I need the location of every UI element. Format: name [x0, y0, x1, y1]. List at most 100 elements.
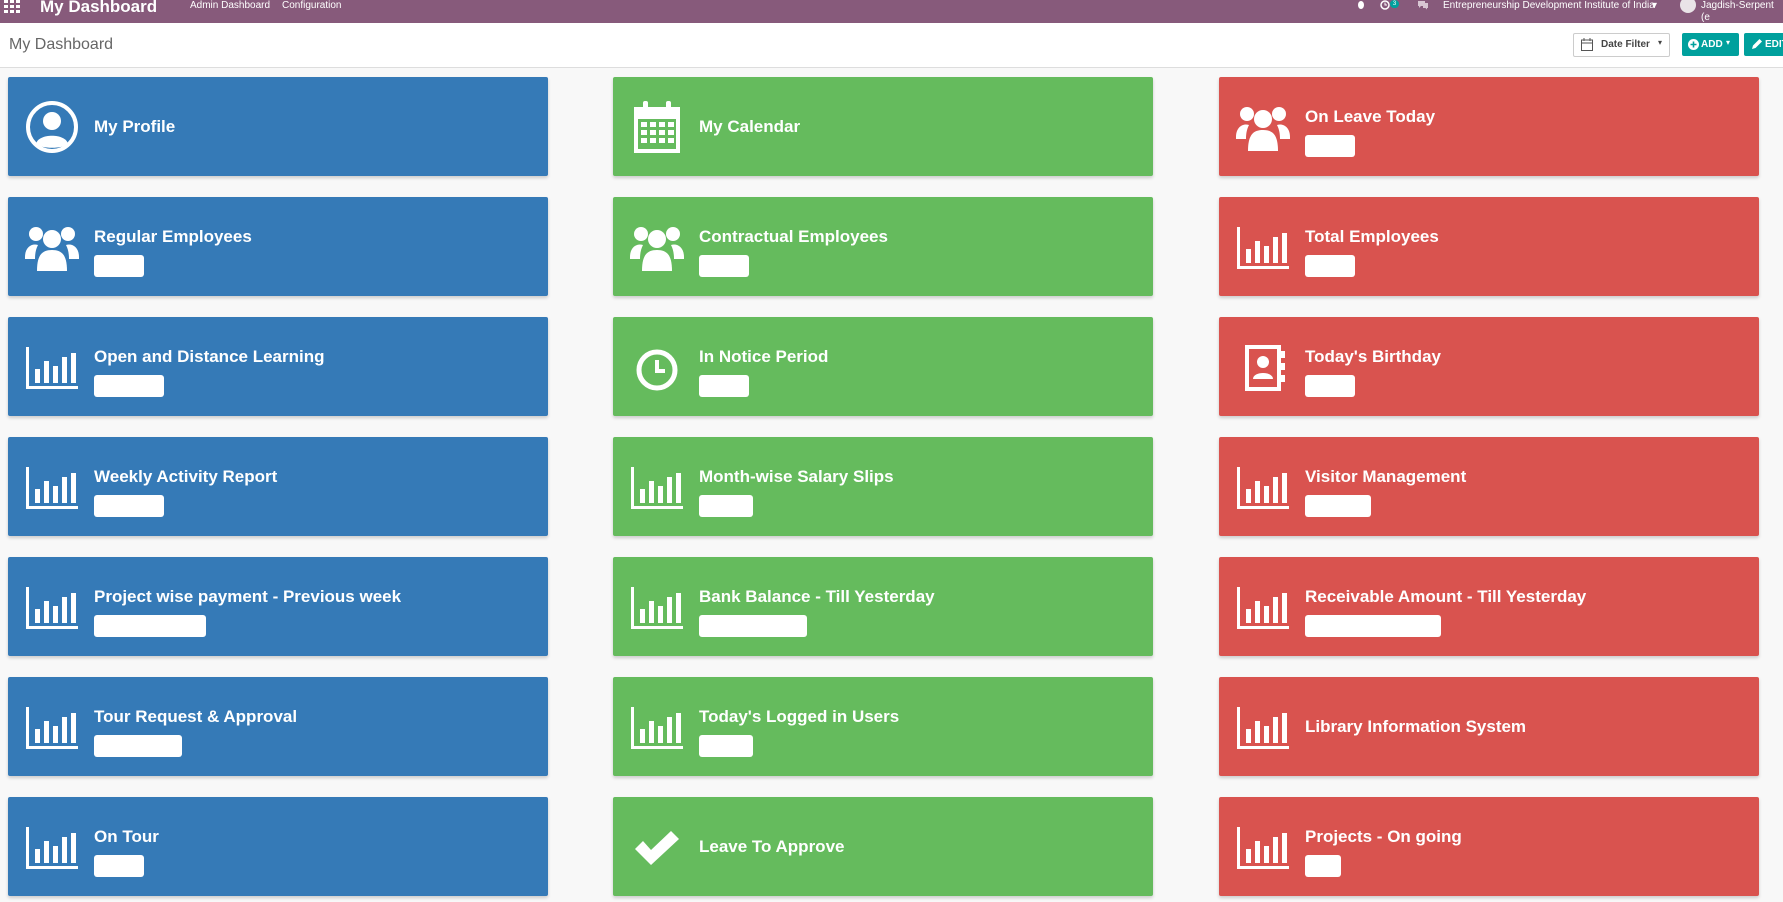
tile-in-notice-period[interactable]: In Notice Period 4: [613, 317, 1153, 416]
user-menu[interactable]: Jagdish-Serpent (e: [1701, 0, 1774, 23]
tile-value-badge: 209: [1305, 255, 1355, 277]
chevron-down-icon: ▾: [1658, 38, 1663, 47]
tile-label: Projects - On going: [1305, 827, 1462, 846]
tile-label: Contractual Employees: [699, 227, 888, 246]
tile-label: Receivable Amount - Till Yesterday: [1305, 587, 1587, 606]
tile-label: In Notice Period: [699, 347, 829, 366]
tile-value-badge: 14: [94, 855, 144, 877]
tile-visitor-management[interactable]: Visitor Management 1,234: [1219, 437, 1759, 536]
tile-label: Leave To Approve: [699, 837, 845, 856]
bug-icon[interactable]: [1356, 0, 1366, 10]
bar-chart-icon: [26, 587, 78, 629]
bar-chart-icon: [1237, 707, 1289, 749]
tile-value-badge: 106: [699, 735, 753, 757]
tile-value-badge: 26: [1305, 855, 1341, 877]
tile-value-badge: 11: [1305, 135, 1355, 157]
tile-my-calendar[interactable]: My Calendar: [613, 77, 1153, 176]
tile-label: Bank Balance - Till Yesterday: [699, 587, 935, 606]
plus-circle-icon: [1688, 39, 1699, 50]
tile-label: Today's Logged in Users: [699, 707, 900, 726]
control-panel: My Dashboard Date Filter ▾ ADD ▾ EDIT: [0, 23, 1783, 68]
tile-tour-request-approval[interactable]: Tour Request & Approval 1,670: [8, 677, 548, 776]
tile-on-leave-today[interactable]: On Leave Today 11: [1219, 77, 1759, 176]
tile-value-badge: ₹3,25,01,470: [1305, 615, 1441, 637]
tile-project-wise-payment[interactable]: Project wise payment - Previous week ₹85…: [8, 557, 548, 656]
chat-icon[interactable]: [1417, 0, 1429, 10]
tile-on-tour[interactable]: On Tour 14: [8, 797, 548, 896]
bar-chart-icon: [1237, 827, 1289, 869]
tile-value-badge: 4,115: [94, 495, 164, 517]
edit-button[interactable]: EDIT: [1744, 33, 1783, 56]
tile-todays-birthday[interactable]: Today's Birthday 0: [1219, 317, 1759, 416]
tile-todays-logged-in-users[interactable]: Today's Logged in Users 106: [613, 677, 1153, 776]
calendar-icon: [634, 101, 680, 153]
tile-label: Open and Distance Learning: [94, 347, 325, 366]
tile-value-badge: 134: [699, 255, 749, 277]
tile-total-employees[interactable]: Total Employees 209: [1219, 197, 1759, 296]
tile-label: My Profile: [94, 117, 176, 136]
tile-library-information-system[interactable]: Library Information System: [1219, 677, 1759, 776]
tile-projects-on-going[interactable]: Projects - On going 26: [1219, 797, 1759, 896]
bar-chart-icon: [26, 347, 78, 389]
top-navbar: My Dashboard Admin Dashboard Configurati…: [0, 0, 1783, 23]
activity-clock-icon[interactable]: [1380, 0, 1392, 11]
users-icon: [1236, 107, 1290, 151]
tile-label: Regular Employees: [94, 227, 252, 246]
app-brand[interactable]: My Dashboard: [40, 0, 158, 16]
tile-contractual-employees[interactable]: Contractual Employees 134: [613, 197, 1153, 296]
tile-label: On Tour: [94, 827, 159, 846]
bar-chart-icon: [1237, 467, 1289, 509]
add-button[interactable]: ADD ▾: [1682, 33, 1739, 56]
check-icon: [635, 831, 679, 865]
tile-label: Today's Birthday: [1305, 347, 1441, 366]
bar-chart-icon: [1237, 227, 1289, 269]
bar-chart-icon: [26, 827, 78, 869]
apps-grid-icon[interactable]: [4, 0, 20, 14]
chevron-down-icon: ▾: [1652, 0, 1658, 11]
tile-value-badge: 12,924: [94, 375, 164, 397]
tile-leave-to-approve[interactable]: Leave To Approve: [613, 797, 1153, 896]
pencil-icon: [1752, 39, 1762, 49]
chevron-down-icon: ▾: [1726, 38, 1731, 47]
bar-chart-icon: [26, 467, 78, 509]
company-switcher[interactable]: Entrepreneurship Development Institute o…: [1443, 0, 1655, 11]
edit-label: EDIT: [1765, 39, 1783, 50]
tile-month-wise-salary-slips[interactable]: Month-wise Salary Slips 268: [613, 437, 1153, 536]
tile-bank-balance[interactable]: Bank Balance - Till Yesterday ₹12,34,567: [613, 557, 1153, 656]
tile-value-badge: ₹85,98,137: [94, 615, 206, 637]
tile-label: Weekly Activity Report: [94, 467, 278, 486]
tile-label: Tour Request & Approval: [94, 707, 298, 726]
users-icon: [630, 227, 684, 271]
tile-weekly-activity-report[interactable]: Weekly Activity Report 4,115: [8, 437, 548, 536]
page-title: My Dashboard: [9, 36, 114, 53]
bar-chart-icon: [631, 467, 683, 509]
tile-label: My Calendar: [699, 117, 801, 136]
tile-label: Total Employees: [1305, 227, 1439, 246]
clock-icon: [636, 349, 678, 391]
tile-label: Library Information System: [1305, 717, 1527, 736]
tile-value-badge: 75: [94, 255, 144, 277]
user-circle-icon: [26, 101, 78, 153]
tile-regular-employees[interactable]: Regular Employees 75: [8, 197, 548, 296]
tile-label: Visitor Management: [1305, 467, 1467, 486]
tile-value-badge: 1,670: [94, 735, 182, 757]
menu-configuration[interactable]: Configuration: [282, 0, 342, 11]
tile-receivable-amount[interactable]: Receivable Amount - Till Yesterday ₹3,25…: [1219, 557, 1759, 656]
add-label: ADD: [1701, 39, 1723, 50]
calendar-icon: [1581, 38, 1593, 51]
notification-badge: 3: [1390, 0, 1399, 8]
tile-value-badge: ₹12,34,567: [699, 615, 807, 637]
bar-chart-icon: [1237, 587, 1289, 629]
date-filter-button[interactable]: Date Filter ▾: [1573, 33, 1670, 57]
tile-value-badge: 0: [1305, 375, 1355, 397]
contact-book-icon: [1245, 345, 1285, 391]
tile-my-profile[interactable]: My Profile: [8, 77, 548, 176]
date-filter-label: Date Filter: [1601, 39, 1650, 50]
tile-value-badge: 1,234: [1305, 495, 1371, 517]
menu-admin-dashboard[interactable]: Admin Dashboard: [190, 0, 271, 11]
avatar[interactable]: [1680, 0, 1696, 13]
bar-chart-icon: [26, 707, 78, 749]
tile-open-distance-learning[interactable]: Open and Distance Learning 12,924: [8, 317, 548, 416]
bar-chart-icon: [631, 707, 683, 749]
tile-label: Project wise payment - Previous week: [94, 587, 402, 606]
